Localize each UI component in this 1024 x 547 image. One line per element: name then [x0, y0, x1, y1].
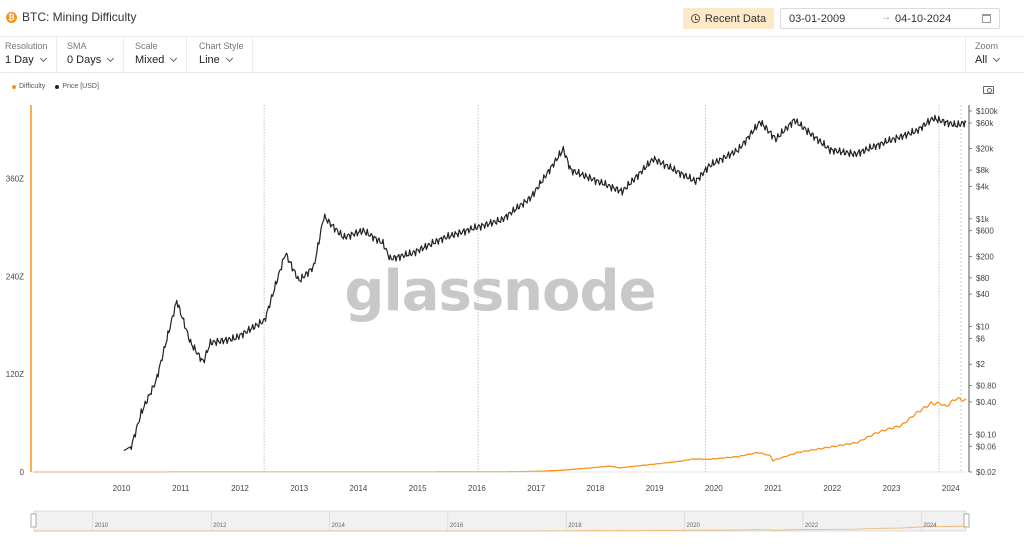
x-tick-label: 2024	[942, 484, 960, 493]
x-tick-label: 2018	[586, 484, 604, 493]
chevron-down-icon	[225, 54, 233, 63]
date-start-input[interactable]: 03-01-2009	[789, 13, 846, 25]
bitcoin-icon: ₿	[6, 12, 17, 23]
date-range-picker[interactable]: 03-01-2009 → 04-10-2024	[780, 8, 1000, 29]
watermark: glassnode	[344, 259, 655, 324]
y-right-tick-label: $0.06	[976, 442, 997, 451]
chevron-down-icon	[107, 54, 115, 63]
legend-label-price: Price [USD]	[62, 83, 99, 90]
y-right-tick-label: $2	[976, 360, 985, 369]
navigator-content: 2010 2012 2014 2016 2018 2020 2022 2024	[30, 510, 970, 532]
sma-label: SMA	[67, 41, 87, 51]
navigator-tick-label: 2012	[213, 523, 227, 529]
y-right-tick-label: $0.40	[976, 398, 997, 407]
x-tick-label: 2010	[113, 484, 131, 493]
y-right-tick-label: $1k	[976, 215, 990, 224]
page-title: BTC: Mining Difficulty	[22, 10, 137, 24]
x-tick-label: 2017	[527, 484, 545, 493]
x-tick-label: 2021	[764, 484, 782, 493]
navigator-tick-label: 2022	[805, 523, 819, 529]
scale-label: Scale	[135, 41, 158, 51]
x-tick-label: 2020	[705, 484, 723, 493]
y-right-tick-label: $20k	[976, 145, 994, 154]
y-right-tick-label: $60k	[976, 119, 994, 128]
legend-item-difficulty[interactable]: Difficulty	[12, 83, 45, 90]
chevron-down-icon	[39, 54, 47, 63]
sma-value: 0 Days	[67, 54, 102, 66]
y-right-tick-label: $80	[976, 274, 990, 283]
zoom-label: Zoom	[975, 41, 999, 51]
y-right-tick-label: $40	[976, 290, 990, 299]
range-navigator[interactable]: 2010 2012 2014 2016 2018 2020 2022 2024	[30, 509, 970, 534]
chart-controls: Resolution 1 Day SMA 0 Days Scale Mixed …	[0, 37, 1024, 73]
y-right-tick-label: $6	[976, 335, 985, 344]
legend-dot-price	[55, 84, 60, 89]
chart-style-value: Line	[199, 54, 220, 66]
navigator-tick-label: 2024	[923, 523, 937, 529]
y-right-tick-label: $0.02	[976, 468, 997, 477]
clock-icon	[690, 14, 700, 23]
y-left-tick-label: 360Z	[6, 174, 24, 183]
navigator-series	[34, 525, 967, 532]
scale-value: Mixed	[135, 54, 165, 66]
sma-dropdown[interactable]: SMA 0 Days	[62, 37, 124, 73]
chart-gridlines	[263, 105, 962, 472]
resolution-dropdown[interactable]: Resolution 1 Day	[0, 37, 57, 73]
x-tick-label: 2013	[290, 484, 308, 493]
chart-legend: Difficulty Price [USD]	[12, 83, 99, 90]
zoom-dropdown[interactable]: Zoom All	[965, 37, 1001, 73]
chart-axes: 0 120Z 240Z 360Z $100k $60k $20k $8k $4k $1k $600 $…	[6, 105, 999, 493]
navigator-right-handle[interactable]	[963, 513, 970, 528]
navigator-tick-label: 2016	[450, 523, 464, 529]
arrow-right-icon: →	[881, 12, 891, 23]
navigator-tick-label: 2014	[332, 523, 346, 529]
x-tick-label: 2014	[350, 484, 368, 493]
resolution-value: 1 Day	[5, 54, 34, 66]
header-bar: ₿ BTC: Mining Difficulty Recent Data 03-…	[0, 0, 1024, 37]
recent-data-button[interactable]: Recent Data	[683, 8, 774, 29]
date-end-input[interactable]: 04-10-2024	[895, 13, 952, 25]
navigator-left-handle[interactable]	[30, 513, 37, 528]
y-right-tick-label: $600	[976, 227, 994, 236]
x-tick-label: 2016	[468, 484, 486, 493]
x-tick-label: 2015	[409, 484, 427, 493]
y-right-tick-label: $10	[976, 323, 990, 332]
chevron-down-icon	[993, 54, 1001, 63]
y-right-tick-label: $0.10	[976, 430, 997, 439]
navigator-track	[33, 510, 967, 532]
resolution-label: Resolution	[5, 41, 48, 51]
navigator-tick-label: 2010	[95, 523, 109, 529]
navigator-tick-label: 2020	[687, 523, 701, 529]
scale-dropdown[interactable]: Scale Mixed	[130, 37, 187, 73]
x-tick-label: 2023	[883, 484, 901, 493]
recent-data-label: Recent Data	[704, 12, 767, 25]
x-tick-label: 2012	[231, 484, 249, 493]
zoom-value: All	[975, 54, 988, 66]
legend-label-difficulty: Difficulty	[19, 83, 46, 90]
y-left-tick-label: 240Z	[6, 272, 24, 281]
legend-dot-difficulty	[12, 84, 16, 89]
y-right-tick-label: $8k	[976, 166, 990, 175]
navigator-tick-label: 2018	[568, 523, 582, 529]
legend-item-price[interactable]: Price [USD]	[55, 83, 99, 90]
chart-style-label: Chart Style	[199, 41, 244, 51]
y-left-tick-label: 0	[20, 468, 25, 477]
chevron-down-icon	[170, 54, 178, 63]
x-tick-label: 2022	[823, 484, 841, 493]
calendar-icon[interactable]	[982, 14, 991, 23]
y-right-tick-label: $200	[976, 252, 994, 261]
chart-canvas: glassnode 0 120Z 240Z 360Z $100k $60k $20k $8k $…	[6, 105, 999, 493]
x-tick-label: 2011	[172, 484, 190, 493]
chart-style-dropdown[interactable]: Chart Style Line	[194, 37, 253, 73]
y-right-tick-label: $4k	[976, 182, 990, 191]
y-left-tick-label: 120Z	[6, 370, 24, 379]
series-line-price	[123, 114, 967, 452]
y-right-tick-label: $100k	[976, 107, 999, 116]
y-right-tick-label: $0.80	[976, 382, 997, 391]
x-tick-label: 2019	[646, 484, 664, 493]
camera-icon[interactable]	[983, 86, 994, 94]
series-line-difficulty	[33, 397, 967, 473]
